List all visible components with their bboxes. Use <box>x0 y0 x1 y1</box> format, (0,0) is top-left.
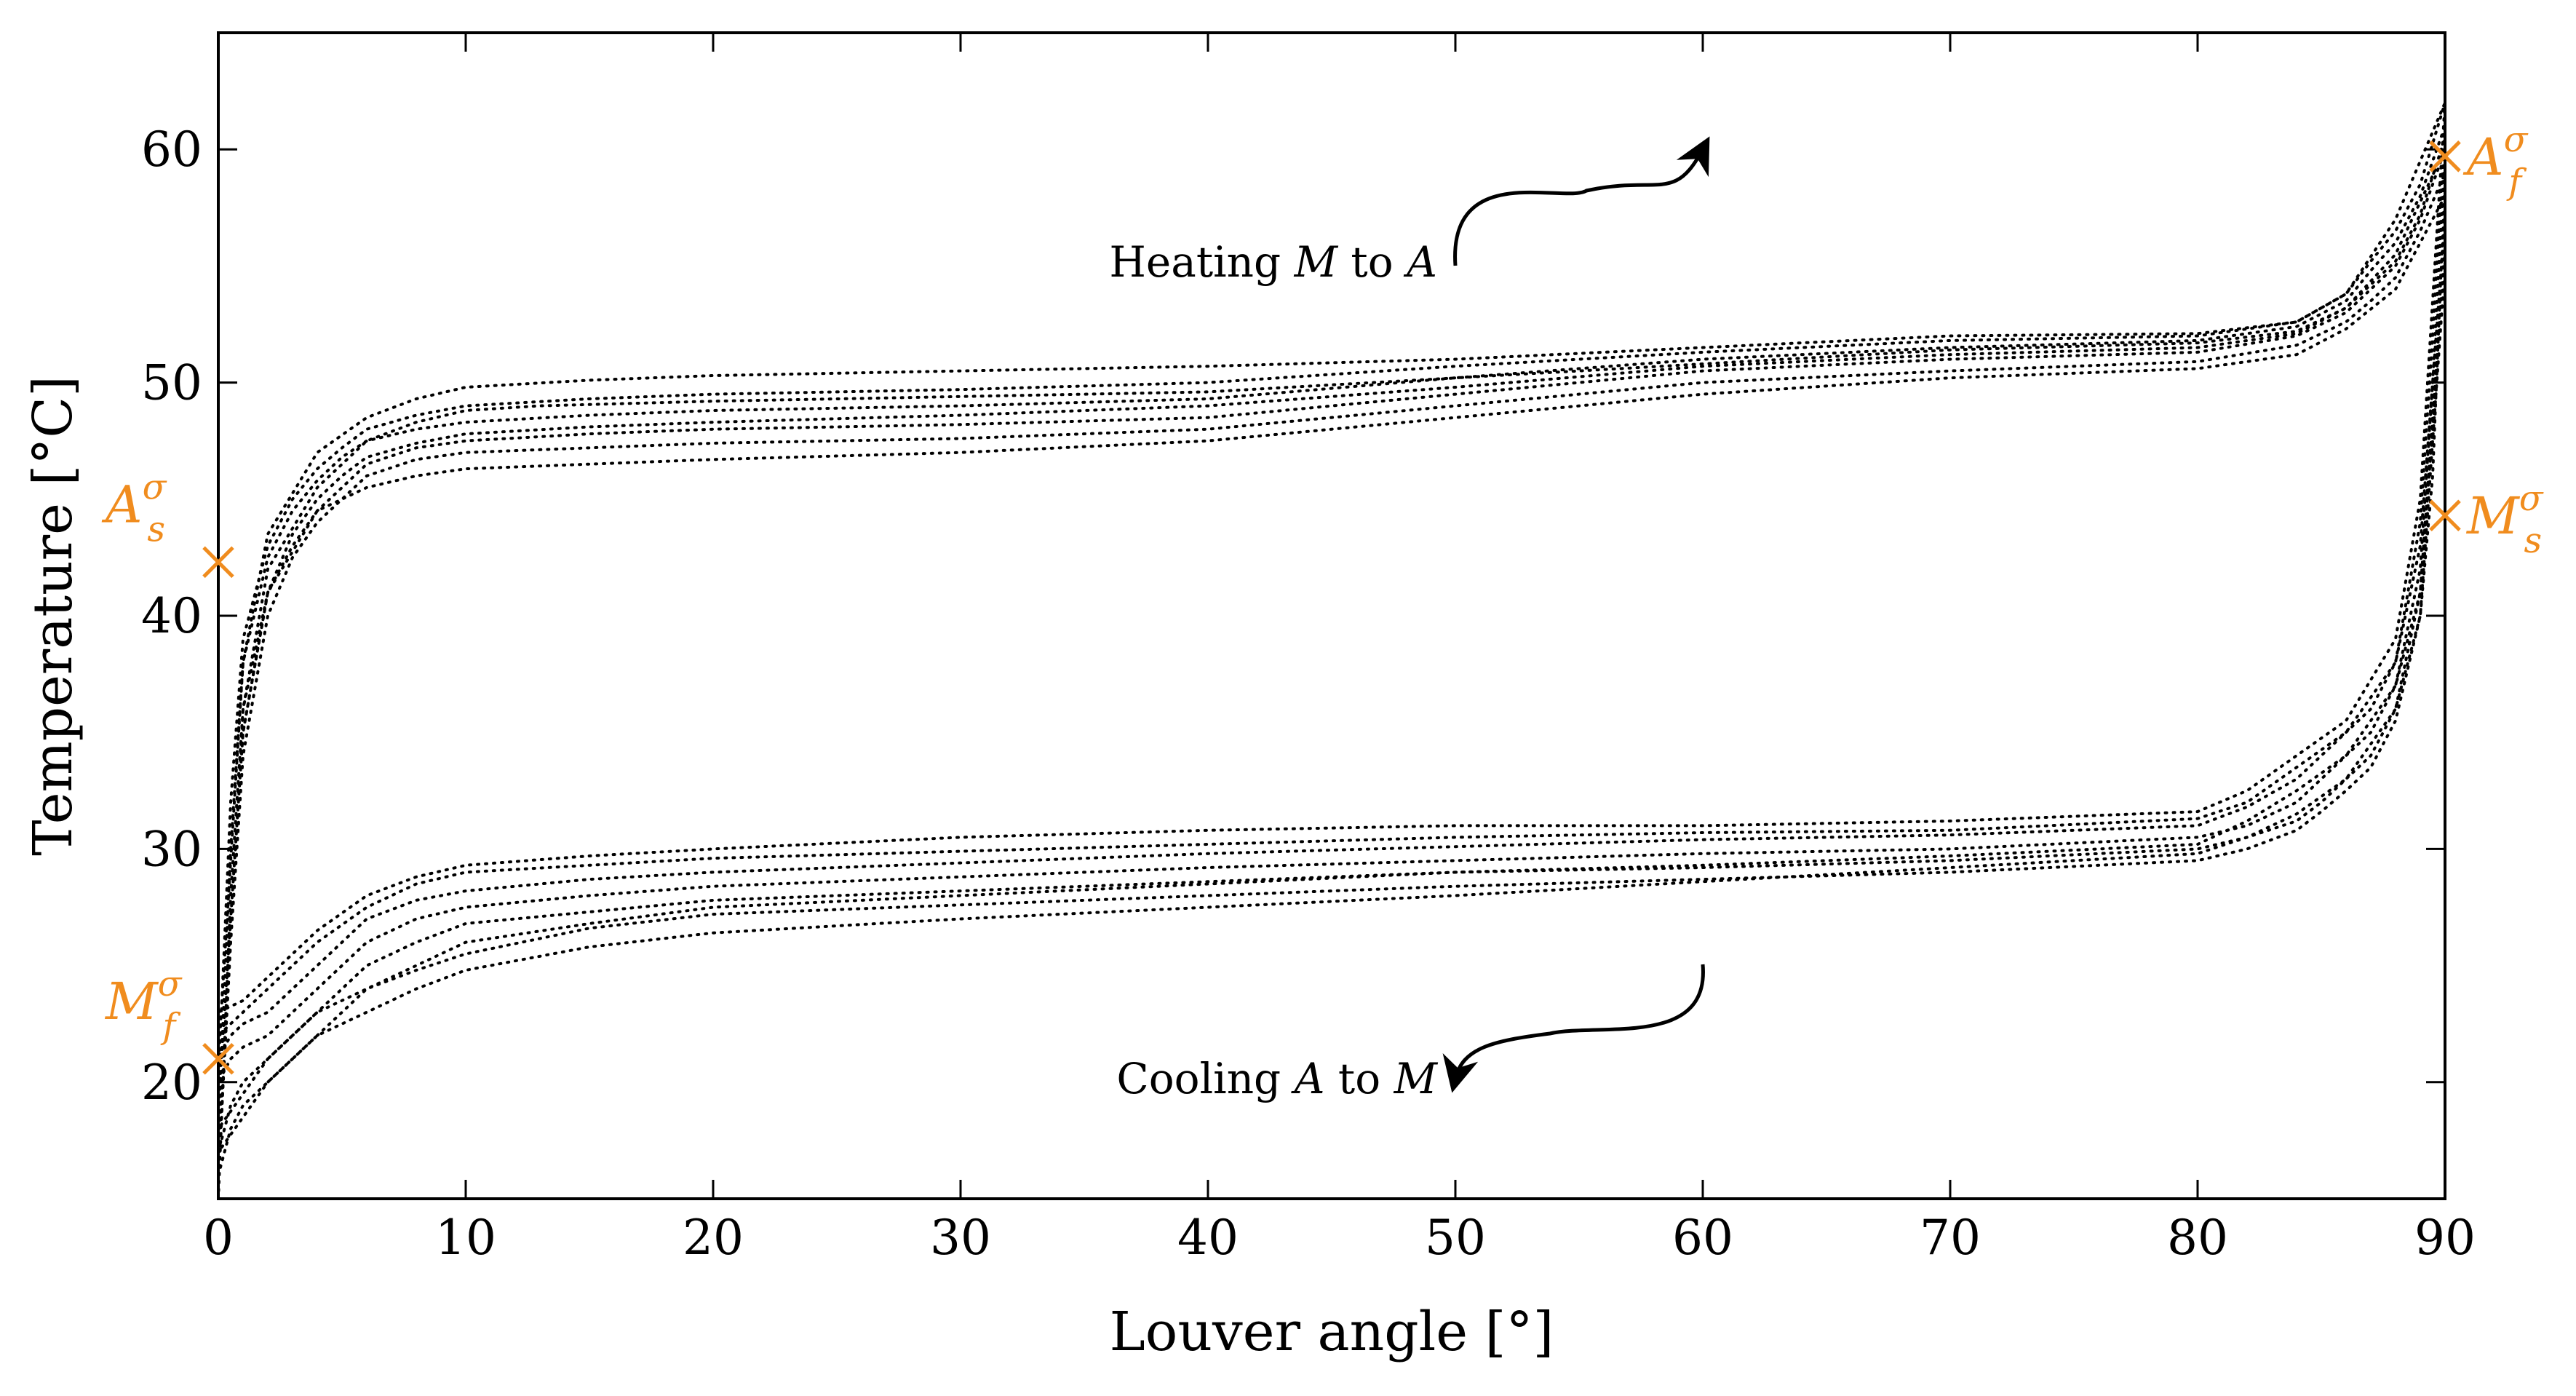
marker-cross <box>2429 499 2461 531</box>
cooling-to: M <box>1394 1054 1439 1103</box>
series-heating-4 <box>217 101 2446 1084</box>
series-heating-7 <box>217 101 2446 1060</box>
series-heating-1 <box>217 148 2446 1200</box>
marker-sub: s <box>2524 520 2542 561</box>
marker-symbol: A <box>101 475 143 534</box>
svg-text:Heating M to A: Heating M to A <box>1109 237 1437 287</box>
series-cooling-6 <box>217 264 2446 1154</box>
series-cooling-4 <box>217 171 2446 1177</box>
x-tick-label: 20 <box>683 1210 744 1266</box>
heating-middle: to <box>1337 237 1407 287</box>
marker-label: Aσ s <box>101 467 167 550</box>
heating-to: A <box>1403 237 1437 287</box>
series-heating-3 <box>217 171 2446 1177</box>
marker-Ms: Mσ s <box>2429 478 2544 561</box>
series-heating-5 <box>217 136 2446 1154</box>
series-cooling-1 <box>217 148 2446 1084</box>
cooling-annotation: Cooling A to M <box>1116 964 1705 1103</box>
series-cooling-5 <box>217 218 2446 1037</box>
marker-sub: s <box>147 509 165 550</box>
plot-frame <box>217 31 2446 1200</box>
series-cooling-3 <box>217 124 2446 1060</box>
series-heating-2 <box>217 124 2446 1130</box>
x-tick-label: 50 <box>1425 1210 1486 1266</box>
marker-symbol: A <box>2462 127 2504 187</box>
marker-sub: f <box>2506 162 2527 202</box>
series-heating-8 <box>217 148 2446 1154</box>
heating-arrow <box>1453 136 1710 266</box>
series-heating-6 <box>217 194 2446 1107</box>
marker-sub: f <box>160 1006 180 1047</box>
marker-cross <box>202 546 234 579</box>
x-tick-label: 60 <box>1672 1210 1733 1266</box>
y-axis-title: Temperature [°C] <box>22 376 84 856</box>
x-axis-title: Louver angle [°] <box>1110 1301 1554 1363</box>
marker-As: Aσ s <box>101 467 234 579</box>
y-tick-label: 20 <box>141 1055 202 1111</box>
x-tick-label: 0 <box>203 1210 234 1266</box>
marker-symbol: M <box>2465 486 2521 546</box>
series-layer <box>217 101 2446 1200</box>
cooling-prefix: Cooling <box>1116 1054 1294 1103</box>
axis-ticks: 0 10 20 30 40 50 60 70 80 90 20 30 40 50 60 <box>141 33 2476 1266</box>
x-tick-label: 10 <box>435 1210 496 1266</box>
marker-label: Mσ s <box>2465 478 2544 561</box>
temperature-markers: Aσ sMσ fAσ fMσ s <box>101 119 2544 1075</box>
cooling-from: A <box>1291 1054 1325 1103</box>
y-tick-label: 60 <box>141 122 202 178</box>
heating-from: M <box>1294 237 1339 287</box>
y-tick-label: 50 <box>141 355 202 411</box>
marker-symbol: M <box>104 972 159 1031</box>
y-tick-label: 40 <box>141 588 202 644</box>
marker-sup: σ <box>143 467 167 507</box>
marker-label: Aσ f <box>2462 119 2529 202</box>
marker-sup: σ <box>2519 478 2544 519</box>
y-tick-label: 30 <box>141 821 202 877</box>
cooling-middle: to <box>1325 1054 1394 1103</box>
marker-Af: Aσ f <box>2429 119 2529 202</box>
heating-prefix: Heating <box>1109 237 1294 287</box>
marker-cross <box>202 1042 234 1075</box>
svg-text:Cooling A to M: Cooling A to M <box>1116 1054 1438 1103</box>
x-tick-label: 30 <box>930 1210 991 1266</box>
marker-Mf: Mσ f <box>104 964 234 1075</box>
series-cooling-7 <box>217 101 2446 1014</box>
cooling-arrow <box>1442 964 1705 1093</box>
x-tick-label: 70 <box>1920 1210 1981 1266</box>
series-cooling-2 <box>217 194 2446 1154</box>
x-tick-label: 80 <box>2167 1210 2228 1266</box>
x-tick-label: 90 <box>2414 1210 2476 1266</box>
heating-annotation: Heating M to A <box>1109 136 1710 287</box>
marker-cross <box>2429 140 2461 172</box>
marker-sup: σ <box>2504 119 2529 160</box>
marker-sup: σ <box>158 964 183 1004</box>
x-tick-label: 40 <box>1177 1210 1239 1266</box>
marker-label: Mσ f <box>104 964 183 1047</box>
series-cooling-8 <box>217 241 2446 1130</box>
